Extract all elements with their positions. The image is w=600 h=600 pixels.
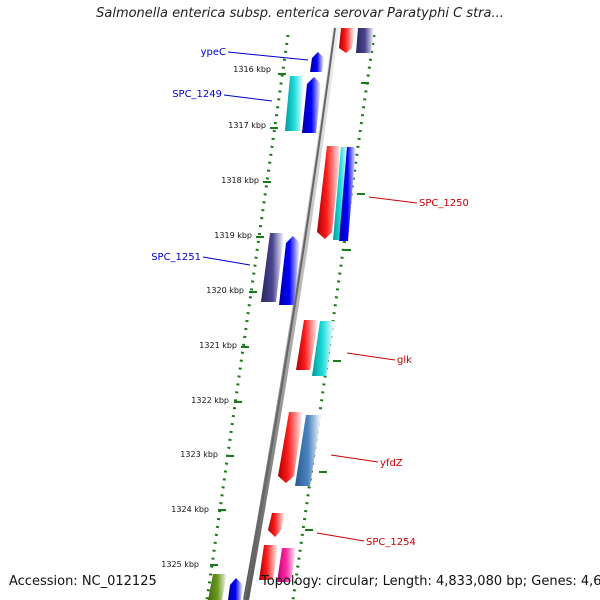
gene-label-SPC_1249[interactable]: SPC_1249 bbox=[172, 89, 222, 100]
gene-arrow[interactable] bbox=[285, 76, 304, 131]
gene-arrow[interactable] bbox=[339, 147, 356, 241]
kbp-label: 1325 kbp bbox=[161, 560, 199, 569]
gene-arrow[interactable] bbox=[278, 412, 303, 483]
accession-text: Accession: NC_012125 bbox=[9, 574, 157, 589]
gene-label-SPC_1254[interactable]: SPC_1254 bbox=[366, 537, 416, 548]
kbp-ticks bbox=[210, 73, 286, 566]
gene-arrow[interactable] bbox=[208, 574, 227, 600]
gene-arrow[interactable] bbox=[277, 548, 296, 582]
map-title: Salmonella enterica subsp. enterica sero… bbox=[96, 6, 504, 21]
gene-label-ypeC[interactable]: ypeC bbox=[201, 47, 226, 58]
kbp-label: 1316 kbp bbox=[233, 65, 271, 74]
topology-text: Topology: circular; Length: 4,833,080 bp… bbox=[261, 574, 600, 589]
gene-arrow[interactable] bbox=[259, 545, 278, 580]
gene-arrows[interactable] bbox=[208, 28, 374, 600]
kbp-label: 1321 kbp bbox=[199, 341, 237, 350]
kbp-label: 1322 kbp bbox=[191, 396, 229, 405]
gene-arrow[interactable] bbox=[296, 320, 318, 370]
kbp-label: 1320 kbp bbox=[206, 286, 244, 295]
gene-arrow[interactable] bbox=[317, 146, 341, 239]
gene-arrow[interactable] bbox=[356, 28, 374, 53]
kbp-labels: 1316 kbp 1317 kbp 1318 kbp 1319 kbp 1320… bbox=[161, 65, 271, 569]
kbp-label: 1318 kbp bbox=[221, 176, 259, 185]
gene-arrow[interactable] bbox=[261, 233, 284, 302]
gene-arrow[interactable] bbox=[268, 513, 285, 537]
gene-labels[interactable]: ypeC SPC_1249 SPC_1250 SPC_1251 glk yfdZ… bbox=[151, 47, 469, 548]
gene-label-SPC_1251[interactable]: SPC_1251 bbox=[151, 252, 201, 263]
kbp-label: 1324 kbp bbox=[171, 505, 209, 514]
gene-label-yfdZ[interactable]: yfdZ bbox=[380, 458, 403, 469]
gene-arrow[interactable] bbox=[302, 77, 321, 133]
label-connectors bbox=[202, 51, 418, 542]
gene-label-SPC_1250[interactable]: SPC_1250 bbox=[419, 198, 469, 209]
gene-arrow[interactable] bbox=[228, 578, 243, 600]
gene-arrow[interactable] bbox=[279, 236, 300, 305]
kbp-label: 1317 kbp bbox=[228, 121, 266, 130]
gene-arrow[interactable] bbox=[310, 52, 324, 72]
gene-arrow[interactable] bbox=[295, 415, 321, 486]
gene-arrow[interactable] bbox=[333, 147, 348, 240]
gene-label-glk[interactable]: glk bbox=[397, 355, 412, 366]
kbp-label: 1319 kbp bbox=[214, 231, 252, 240]
gene-arrow[interactable] bbox=[339, 28, 355, 53]
gene-arrow[interactable] bbox=[312, 321, 334, 376]
right-ring-ticks bbox=[305, 82, 369, 531]
kbp-label: 1323 kbp bbox=[180, 450, 218, 459]
